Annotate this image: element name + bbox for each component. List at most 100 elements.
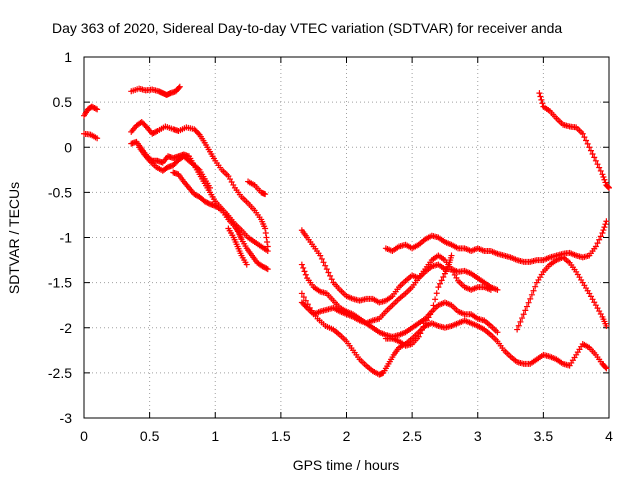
data-point <box>528 291 535 298</box>
data-point <box>201 198 208 205</box>
data-point <box>191 191 198 198</box>
data-point <box>318 255 325 262</box>
y-tick-label: -1 <box>60 230 73 246</box>
x-tick-label: 2 <box>343 428 351 444</box>
data-point <box>317 252 324 259</box>
data-point <box>298 261 305 268</box>
y-axis-label: SDTVAR / TECUs <box>6 182 22 294</box>
data-point <box>581 134 588 141</box>
series-arc-a2 <box>81 130 101 142</box>
data-point <box>596 236 603 243</box>
data-point <box>602 364 609 371</box>
data-point <box>602 221 609 228</box>
data-point <box>600 227 607 234</box>
data-point <box>591 154 598 161</box>
data-point <box>601 176 608 183</box>
data-point <box>418 327 425 334</box>
data-point <box>90 104 97 111</box>
y-tick-label: 0 <box>64 139 72 155</box>
data-point <box>589 151 596 158</box>
data-point <box>320 259 327 266</box>
series-arc-m <box>382 252 455 349</box>
data-point <box>298 299 305 306</box>
series-arc-n <box>382 218 610 265</box>
data-point <box>195 165 202 172</box>
series-arc-l <box>298 290 610 378</box>
data-point <box>142 123 149 130</box>
data-point <box>191 126 198 133</box>
data-point <box>192 191 199 198</box>
data-point <box>527 295 534 302</box>
axis-ticks <box>83 56 610 419</box>
y-tick-label: 1 <box>64 49 72 65</box>
data-point <box>487 286 494 293</box>
data-point <box>263 234 270 241</box>
series-arc-a1 <box>81 103 101 119</box>
data-point <box>428 308 435 315</box>
x-tick-label: 4 <box>605 428 613 444</box>
data-point <box>323 266 330 273</box>
data-point <box>606 184 612 191</box>
data-point <box>522 307 529 314</box>
data-point <box>494 329 501 336</box>
data-point <box>592 157 599 164</box>
data-point <box>193 128 200 135</box>
x-tick-label: 2.5 <box>402 428 422 444</box>
data-point <box>604 183 611 190</box>
x-axis-label: GPS time / hours <box>293 457 400 473</box>
data-points <box>81 83 612 378</box>
data-point <box>301 302 308 309</box>
data-point <box>92 105 99 112</box>
series-arc-h <box>245 178 269 198</box>
data-point <box>192 127 199 134</box>
data-point <box>300 264 307 271</box>
data-point <box>170 162 177 169</box>
data-point <box>603 322 610 329</box>
series-arc-b <box>128 83 183 98</box>
data-point <box>327 272 334 279</box>
data-point <box>262 191 269 198</box>
data-point <box>262 229 269 236</box>
data-point <box>420 323 427 330</box>
data-point <box>597 233 604 240</box>
data-point <box>172 159 179 166</box>
data-point <box>264 248 271 255</box>
data-point <box>537 93 544 100</box>
data-point <box>596 164 603 171</box>
data-point <box>175 84 182 91</box>
data-point <box>150 130 157 137</box>
data-point <box>88 103 95 110</box>
data-point <box>603 218 610 225</box>
data-point <box>176 83 183 90</box>
data-point <box>264 266 271 273</box>
series-arc-c <box>128 118 271 250</box>
x-tick-label: 1 <box>211 428 219 444</box>
data-point <box>440 273 447 280</box>
data-point <box>91 104 98 111</box>
data-point <box>163 165 170 172</box>
data-point <box>207 184 213 191</box>
series-arc-e <box>136 144 213 191</box>
y-tick-label: -2 <box>60 320 73 336</box>
x-tick-labels: 0 0.5 1 1.5 2 2.5 3 3.5 4 <box>80 428 613 444</box>
data-point <box>592 243 599 250</box>
x-tick-label: 1.5 <box>271 428 291 444</box>
y-tick-label: -2.5 <box>48 365 72 381</box>
data-point <box>171 160 178 167</box>
data-point <box>579 130 586 137</box>
data-point <box>149 130 156 137</box>
data-point <box>433 290 440 297</box>
series-arc-f <box>170 169 271 273</box>
data-point <box>605 184 612 191</box>
data-point <box>515 322 522 329</box>
data-point <box>195 130 202 137</box>
data-point <box>298 290 305 297</box>
x-tick-label: 3 <box>474 428 482 444</box>
data-point <box>435 284 442 291</box>
data-point <box>203 199 210 206</box>
data-point <box>301 268 308 275</box>
data-point <box>264 239 271 246</box>
data-point <box>587 147 594 154</box>
data-point <box>260 264 267 271</box>
